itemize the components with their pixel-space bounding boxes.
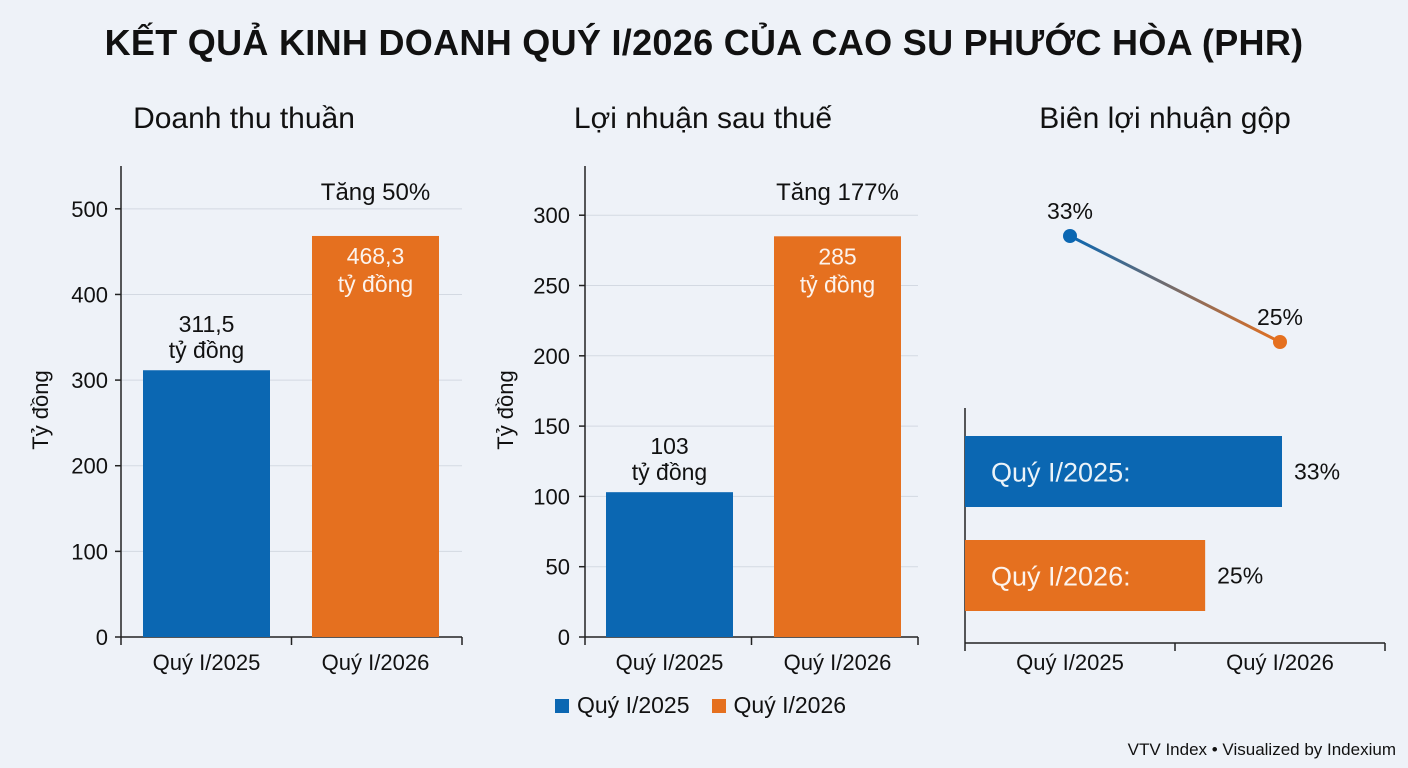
margin-hbar-2 xyxy=(965,540,1206,611)
profit-tick-label: 200 xyxy=(533,344,570,369)
profit-tick-label: 300 xyxy=(533,203,570,228)
profit-tick-label: 250 xyxy=(533,274,570,299)
profit-bar-value-label: 285 xyxy=(818,243,856,269)
panel-title-profit: Lợi nhuận sau thuế xyxy=(573,102,833,135)
margin-point-1 xyxy=(1063,229,1077,243)
legend-label-2026: Quý I/2026 xyxy=(733,692,847,718)
profit-tick-label: 50 xyxy=(546,555,570,580)
profit-tick-label: 100 xyxy=(533,484,570,509)
margin-hbar-value-label: 25% xyxy=(1217,563,1263,589)
revenue-tick-label: 200 xyxy=(71,454,108,479)
margin-category-label: Quý I/2026 xyxy=(1226,650,1334,675)
profit-tick-label: 150 xyxy=(533,414,570,439)
revenue-category-label: Quý I/2026 xyxy=(322,650,430,675)
profit-y-axis-label: Tỷ đồng xyxy=(493,370,518,450)
revenue-tick-label: 0 xyxy=(96,625,108,650)
revenue-bar-value-label: 311,5 xyxy=(179,311,235,337)
legend-swatch-2025 xyxy=(555,698,569,713)
panel-title-revenue: Doanh thu thuần xyxy=(133,102,355,135)
revenue-bar-unit-label: tỷ đồng xyxy=(169,337,244,363)
legend: Quý I/2025 Quý I/2026 xyxy=(555,692,846,719)
revenue-bar-1 xyxy=(143,370,270,637)
margin-line xyxy=(1069,234,1281,344)
legend-item-2026: Quý I/2026 xyxy=(711,692,847,719)
revenue-tick-label: 100 xyxy=(71,539,108,564)
profit-category-label: Quý I/2026 xyxy=(784,650,892,675)
revenue-tick-label: 500 xyxy=(71,197,108,222)
margin-hbar-1 xyxy=(965,436,1282,507)
margin-point-label: 25% xyxy=(1257,304,1303,330)
profit-bar-unit-label: tỷ đồng xyxy=(800,271,875,297)
margin-category-label: Quý I/2025 xyxy=(1016,650,1124,675)
revenue-growth-annotation: Tăng 50% xyxy=(321,179,430,206)
legend-label-2025: Quý I/2025 xyxy=(577,692,690,718)
revenue-category-label: Quý I/2025 xyxy=(153,650,261,675)
revenue-bar-2 xyxy=(312,235,439,637)
legend-item-2025: Quý I/2025 xyxy=(555,692,690,719)
revenue-bar-value-label: 468,3 xyxy=(347,243,405,269)
revenue-tick-label: 400 xyxy=(71,282,108,307)
margin-hbar-label: Quý I/2025: xyxy=(991,458,1131,488)
profit-bar-1 xyxy=(606,492,733,637)
panel-title-margin: Biên lợi nhuận gộp xyxy=(1039,102,1291,135)
revenue-tick-label: 300 xyxy=(71,368,108,393)
profit-tick-label: 0 xyxy=(558,625,570,650)
profit-bar-unit-label: tỷ đồng xyxy=(632,459,707,485)
profit-bar-2 xyxy=(774,236,901,637)
main-title: KẾT QUẢ KINH DOANH QUÝ I/2026 CỦA CAO SU… xyxy=(104,22,1304,63)
source-credit: VTV Index • Visualized by Indexium xyxy=(1127,740,1396,759)
revenue-y-axis-label: Tỷ đồng xyxy=(28,370,53,450)
margin-point-label: 33% xyxy=(1047,198,1093,224)
margin-hbar-label: Quý I/2026: xyxy=(991,562,1131,592)
revenue-bar-unit-label: tỷ đồng xyxy=(338,271,413,297)
profit-growth-annotation: Tăng 177% xyxy=(776,179,899,206)
profit-bar-value-label: 103 xyxy=(650,433,688,459)
margin-point-2 xyxy=(1273,335,1287,349)
legend-swatch-2026 xyxy=(711,698,726,713)
margin-hbar-value-label: 33% xyxy=(1294,459,1340,485)
profit-category-label: Quý I/2025 xyxy=(616,650,724,675)
